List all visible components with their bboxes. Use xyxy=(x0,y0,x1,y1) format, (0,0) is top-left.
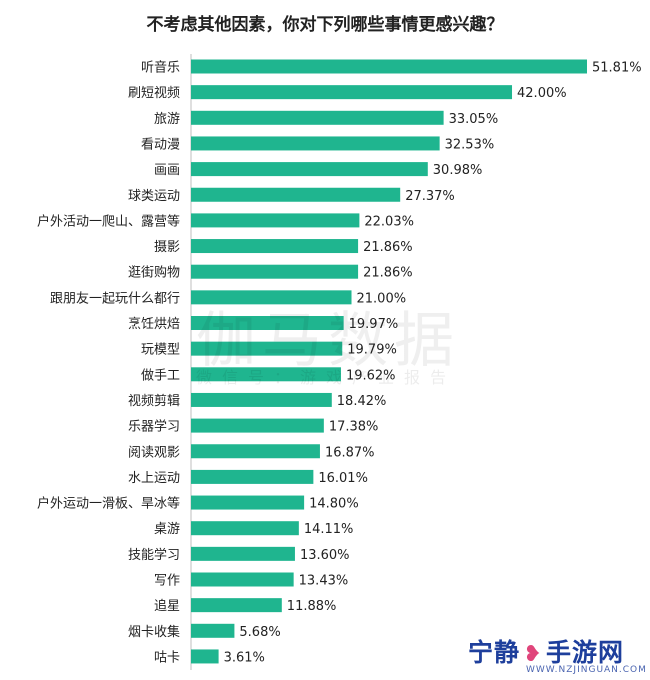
category-label: 摄影 xyxy=(154,240,180,255)
bar xyxy=(191,572,294,587)
category-label: 刷短视频 xyxy=(128,86,180,101)
value-label: 33.05% xyxy=(449,112,499,127)
bar xyxy=(191,469,314,484)
value-label: 21.86% xyxy=(363,240,413,255)
category-label: 球类运动 xyxy=(128,189,180,204)
category-label: 技能学习 xyxy=(128,547,180,563)
watermark-subtext: 微信号：游戏产业报告 xyxy=(196,368,457,387)
bar xyxy=(191,110,444,125)
bar xyxy=(191,367,341,382)
logo-text-left: 宁静 xyxy=(468,638,521,667)
category-label: 逛街购物 xyxy=(128,265,180,281)
bar xyxy=(191,649,219,664)
logo-url: WWW.NZJINGUAN.COM xyxy=(526,665,647,675)
value-label: 19.79% xyxy=(347,343,397,358)
category-label: 旅游 xyxy=(154,112,180,127)
bar xyxy=(191,598,282,613)
bar xyxy=(191,213,360,228)
value-label: 17.38% xyxy=(329,420,379,435)
category-label: 乐器学习 xyxy=(128,419,180,435)
logo-wordmark: 宁静 ❥ 手游网 xyxy=(468,633,624,669)
bar xyxy=(191,162,428,177)
category-label: 咕卡 xyxy=(154,649,180,665)
value-label: 16.87% xyxy=(325,445,375,460)
category-label: 追星 xyxy=(154,598,180,614)
value-label: 19.97% xyxy=(349,317,399,332)
bar xyxy=(191,59,587,74)
category-label: 玩模型 xyxy=(141,343,180,358)
site-logo: 宁静 ❥ 手游网 WWW.NZJINGUAN.COM xyxy=(468,633,647,677)
bar xyxy=(191,264,359,279)
value-label: 18.42% xyxy=(337,394,387,409)
bar xyxy=(191,239,359,254)
heart-icon: ❥ xyxy=(523,642,543,667)
value-label: 19.62% xyxy=(346,368,396,383)
value-label: 30.98% xyxy=(433,163,483,178)
value-label: 16.01% xyxy=(318,471,368,486)
value-label: 3.61% xyxy=(224,650,265,665)
value-label: 14.80% xyxy=(309,497,359,512)
category-label: 跟朋友一起玩什么都行 xyxy=(50,290,180,306)
category-label: 听音乐 xyxy=(141,60,180,76)
bar xyxy=(191,444,320,459)
value-label: 21.00% xyxy=(357,291,407,306)
category-label: 视频剪辑 xyxy=(128,393,180,409)
value-label: 14.11% xyxy=(304,522,354,537)
value-label: 13.43% xyxy=(299,574,349,589)
value-label: 51.81% xyxy=(592,61,642,76)
bar xyxy=(191,187,401,202)
bar xyxy=(191,418,324,433)
bar xyxy=(191,623,235,638)
category-label: 烹饪烘焙 xyxy=(128,317,180,332)
category-label: 做手工 xyxy=(141,368,180,383)
category-label: 阅读观影 xyxy=(128,445,180,460)
bar xyxy=(191,521,299,536)
bar xyxy=(191,136,440,151)
bar xyxy=(191,316,344,330)
category-label: 写作 xyxy=(154,574,180,589)
bar xyxy=(191,495,305,510)
category-label: 看动漫 xyxy=(141,136,180,152)
category-label: 桌游 xyxy=(154,522,180,537)
value-label: 11.88% xyxy=(287,599,337,614)
bar xyxy=(191,546,295,561)
value-label: 21.86% xyxy=(363,266,413,281)
value-label: 27.37% xyxy=(405,189,455,204)
bar xyxy=(191,290,352,305)
logo-text-right: 手游网 xyxy=(546,638,625,667)
value-label: 5.68% xyxy=(239,625,280,640)
category-label: 户外运动一滑板、旱冰等 xyxy=(37,496,180,512)
category-label: 水上运动 xyxy=(128,471,180,486)
value-label: 42.00% xyxy=(517,86,567,101)
value-label: 32.53% xyxy=(445,137,495,152)
watermark-text: 伽马数据 xyxy=(196,306,460,376)
category-label: 户外活动一爬山、露营等 xyxy=(37,213,180,229)
bar xyxy=(191,392,332,407)
category-label: 画画 xyxy=(154,163,180,178)
value-label: 13.60% xyxy=(300,548,350,563)
category-label: 烟卡收集 xyxy=(128,624,180,640)
bar xyxy=(191,341,343,356)
value-label: 22.03% xyxy=(364,214,414,229)
chart-title: 不考虑其他因素，你对下列哪些事情更感兴趣？ xyxy=(146,15,504,35)
bar xyxy=(191,85,513,100)
